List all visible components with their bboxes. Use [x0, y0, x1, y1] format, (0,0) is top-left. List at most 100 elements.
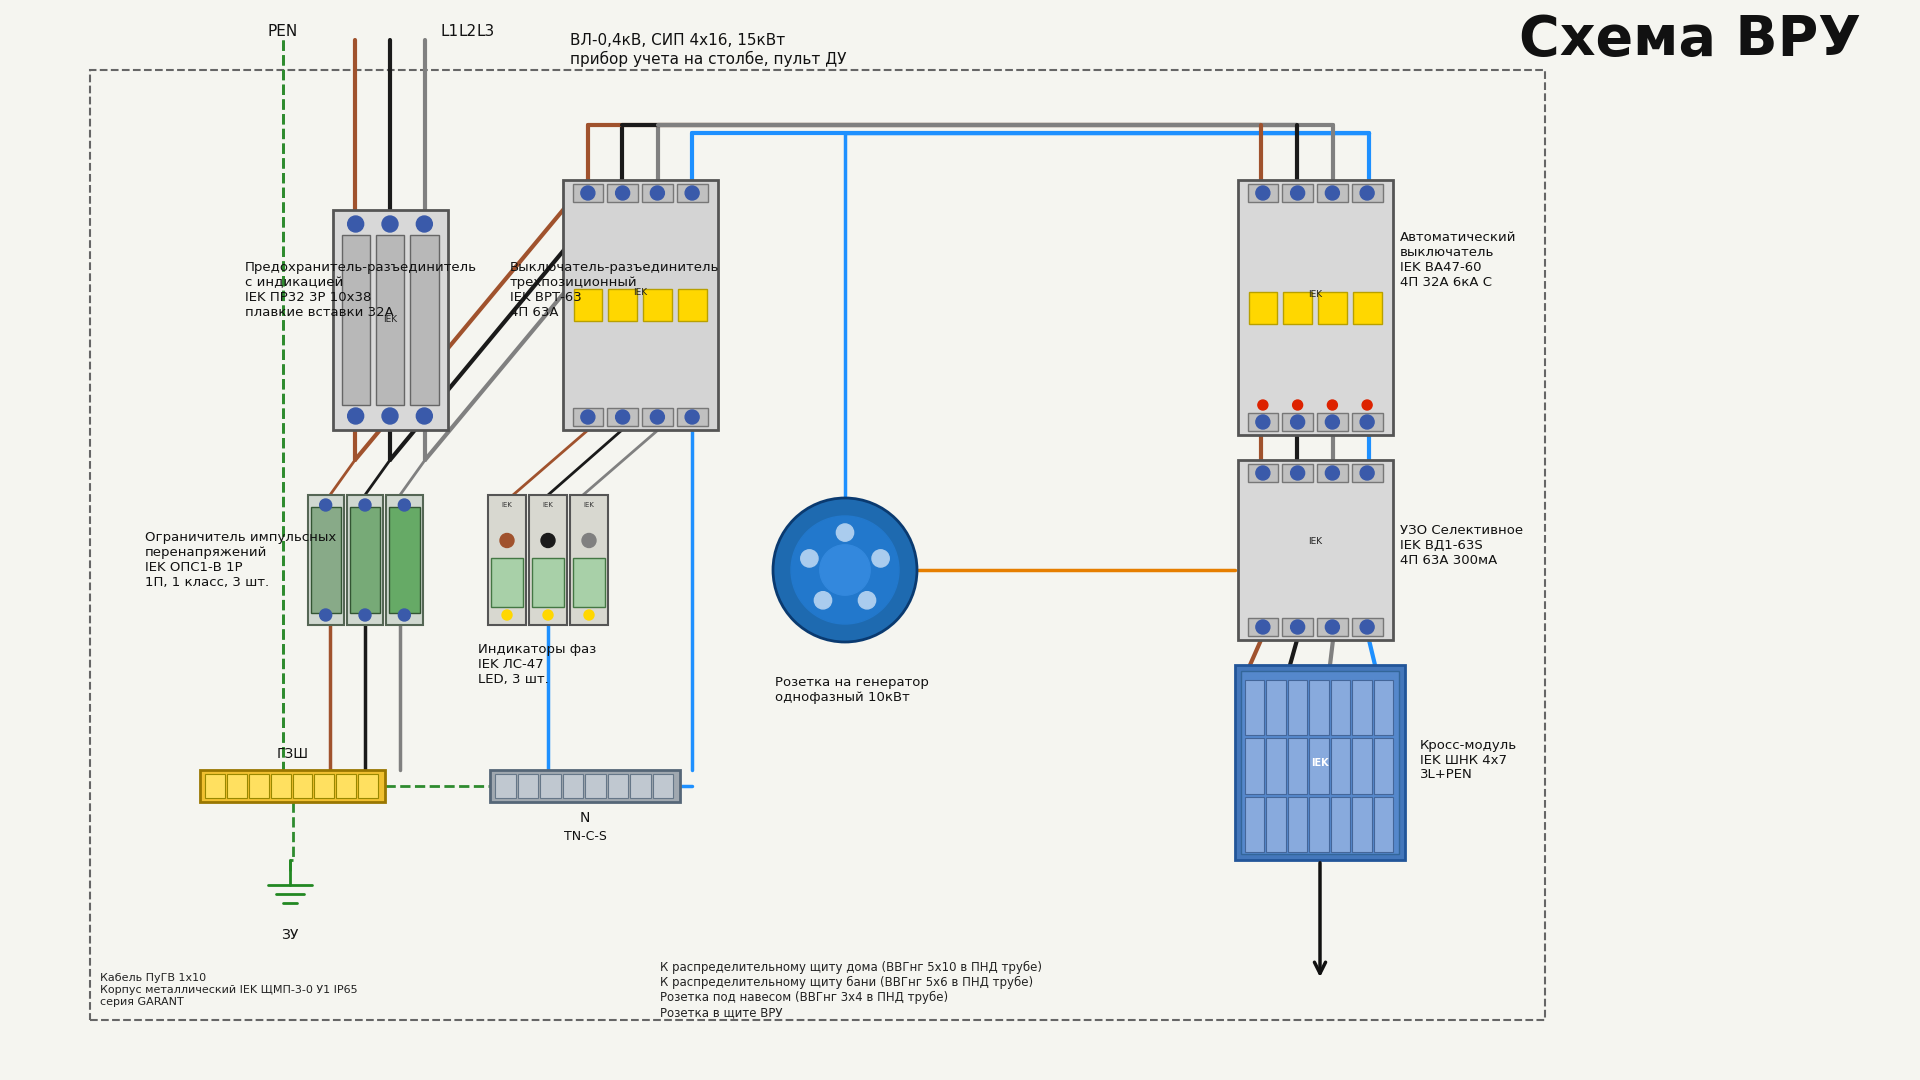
Bar — [359, 774, 378, 798]
Circle shape — [1256, 186, 1269, 200]
Bar — [1309, 680, 1329, 735]
Text: УЗО Селективное
IEK ВД1-63S
4П 63А 300мА: УЗО Селективное IEK ВД1-63S 4П 63А 300мА — [1400, 524, 1523, 567]
Bar — [315, 774, 334, 798]
Circle shape — [417, 216, 432, 232]
Circle shape — [872, 550, 889, 567]
Bar — [1317, 413, 1348, 431]
Bar — [1283, 184, 1313, 202]
Text: Розетка на генератор
однофазный 10кВт: Розетка на генератор однофазный 10кВт — [776, 676, 929, 704]
Circle shape — [582, 186, 595, 200]
Text: PEN: PEN — [269, 25, 298, 40]
Bar — [1248, 292, 1277, 324]
Bar — [641, 184, 672, 202]
Bar — [570, 495, 609, 625]
Text: L3: L3 — [476, 25, 495, 40]
Text: L1: L1 — [442, 25, 459, 40]
Bar — [348, 495, 384, 625]
Bar — [1352, 680, 1371, 735]
Bar — [609, 289, 637, 321]
Bar — [1352, 184, 1382, 202]
Bar — [336, 774, 355, 798]
Text: Автоматический
выключатель
IEK ВА47-60
4П 32А 6кА С: Автоматический выключатель IEK ВА47-60 4… — [1400, 231, 1517, 289]
Text: Выключатель-разъединитель
трехпозиционный
IEK ВРТ-63
4П 63А: Выключатель-разъединитель трехпозиционны… — [511, 261, 720, 319]
Bar — [488, 495, 526, 625]
Bar — [1288, 739, 1308, 794]
Circle shape — [382, 408, 397, 424]
Bar — [1317, 618, 1348, 636]
Text: IEK: IEK — [1308, 291, 1323, 299]
Bar — [1352, 797, 1371, 852]
Bar — [205, 774, 225, 798]
Bar — [563, 774, 584, 798]
Circle shape — [837, 524, 854, 541]
Bar — [1238, 180, 1392, 435]
Circle shape — [499, 534, 515, 548]
Circle shape — [359, 499, 371, 511]
Circle shape — [1359, 415, 1375, 429]
Bar — [1283, 618, 1313, 636]
Text: IEK: IEK — [584, 502, 595, 508]
Bar — [200, 770, 386, 802]
Text: ВЛ-0,4кВ, СИП 4х16, 15кВт
прибор учета на столбе, пульт ДУ: ВЛ-0,4кВ, СИП 4х16, 15кВт прибор учета н… — [570, 33, 847, 67]
Bar — [292, 774, 313, 798]
Text: IEK: IEK — [634, 288, 647, 297]
Bar — [227, 774, 248, 798]
Circle shape — [541, 534, 555, 548]
Bar — [1244, 797, 1265, 852]
Circle shape — [651, 410, 664, 424]
Circle shape — [1325, 415, 1340, 429]
Bar — [1373, 797, 1394, 852]
Circle shape — [651, 186, 664, 200]
Bar — [1317, 464, 1348, 482]
Bar — [607, 408, 637, 426]
Bar — [311, 507, 342, 613]
Bar — [653, 774, 674, 798]
Circle shape — [348, 408, 363, 424]
Bar — [1373, 739, 1394, 794]
Bar — [1373, 680, 1394, 735]
Bar — [563, 180, 718, 430]
Text: Индикаторы фаз
IEK ЛС-47
LED, 3 шт.: Индикаторы фаз IEK ЛС-47 LED, 3 шт. — [478, 644, 597, 687]
Bar — [1309, 739, 1329, 794]
Bar — [411, 235, 438, 405]
Circle shape — [417, 408, 432, 424]
Circle shape — [582, 534, 595, 548]
Text: Предохранитель-разъединитель
с индикацией
IEK ПР32 3Р 10х38
плавкие вставки 32А: Предохранитель-разъединитель с индикацие… — [246, 261, 476, 319]
Circle shape — [1258, 400, 1267, 410]
Circle shape — [1325, 620, 1340, 634]
Bar — [607, 774, 628, 798]
Bar — [1288, 797, 1308, 852]
Text: IEK: IEK — [1311, 757, 1329, 768]
Bar — [492, 557, 522, 607]
Bar — [376, 235, 405, 405]
Bar — [1331, 680, 1350, 735]
Circle shape — [1290, 186, 1304, 200]
Text: IEK: IEK — [543, 502, 553, 508]
Circle shape — [1290, 465, 1304, 480]
Bar — [1240, 671, 1400, 854]
Bar — [643, 289, 672, 321]
Bar — [1235, 665, 1405, 860]
Bar — [532, 557, 564, 607]
Bar — [572, 557, 605, 607]
Bar — [490, 770, 680, 802]
Bar — [607, 184, 637, 202]
Bar — [1267, 680, 1286, 735]
Bar — [630, 774, 651, 798]
Text: ГЗШ: ГЗШ — [276, 747, 309, 761]
Bar — [1288, 680, 1308, 735]
Circle shape — [685, 186, 699, 200]
Bar — [676, 408, 707, 426]
Bar — [1244, 680, 1265, 735]
Bar — [1238, 460, 1392, 640]
Circle shape — [582, 410, 595, 424]
Circle shape — [616, 186, 630, 200]
Bar — [1244, 739, 1265, 794]
Circle shape — [543, 610, 553, 620]
Bar — [1331, 739, 1350, 794]
Circle shape — [791, 516, 899, 624]
Circle shape — [1290, 620, 1304, 634]
Bar — [1352, 464, 1382, 482]
Circle shape — [1290, 415, 1304, 429]
Circle shape — [1359, 465, 1375, 480]
